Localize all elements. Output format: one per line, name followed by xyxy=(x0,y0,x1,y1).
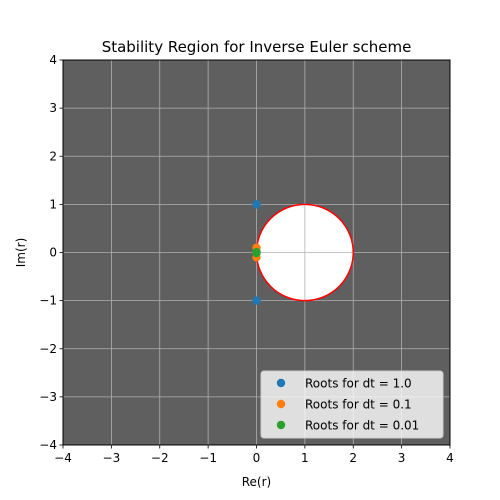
y-tick-label: 2 xyxy=(49,149,57,163)
legend-label-2: Roots for dt = 0.1 xyxy=(305,398,412,412)
x-tick-label: −3 xyxy=(103,451,121,465)
axis-ticks: −4 −3 −2 −1 0 1 2 3 4 −4 −3 −2 −1 0 1 2 3 4 xyxy=(39,53,454,465)
y-tick-label: −1 xyxy=(39,294,57,308)
x-tick-label: 2 xyxy=(349,451,357,465)
chart-title: Stability Region for Inverse Euler schem… xyxy=(102,38,412,56)
legend-marker-2 xyxy=(276,399,286,409)
x-tick-label: 3 xyxy=(398,451,406,465)
x-tick-label: 1 xyxy=(301,451,309,465)
root-point-series-1 xyxy=(252,296,261,305)
y-tick-label: 3 xyxy=(49,101,57,115)
legend-label-3: Roots for dt = 0.01 xyxy=(305,419,419,433)
y-tick-label: −2 xyxy=(39,342,57,356)
y-tick-label: −4 xyxy=(39,438,57,452)
root-point-series-1 xyxy=(252,200,261,209)
x-tick-label: −2 xyxy=(151,451,169,465)
y-tick-label: 1 xyxy=(49,197,57,211)
x-axis-label: Re(r) xyxy=(242,475,271,489)
stability-region xyxy=(255,203,354,302)
legend-marker-1 xyxy=(276,378,286,388)
y-axis-label: Im(r) xyxy=(14,238,28,268)
x-tick-label: −1 xyxy=(199,451,217,465)
legend-box xyxy=(260,370,444,439)
y-tick-label: −3 xyxy=(39,390,57,404)
root-point-series-3 xyxy=(252,248,261,258)
x-tick-label: 4 xyxy=(446,451,454,465)
y-tick-label: 0 xyxy=(49,246,57,260)
legend-marker-3 xyxy=(276,420,286,430)
x-tick-label: 0 xyxy=(253,451,261,465)
x-tick-label: −4 xyxy=(54,451,72,465)
root-points xyxy=(252,200,261,305)
legend-label-1: Roots for dt = 1.0 xyxy=(305,377,412,391)
y-tick-label: 4 xyxy=(49,53,57,67)
legend: Roots for dt = 1.0 Roots for dt = 0.1 Root… xyxy=(260,370,444,439)
